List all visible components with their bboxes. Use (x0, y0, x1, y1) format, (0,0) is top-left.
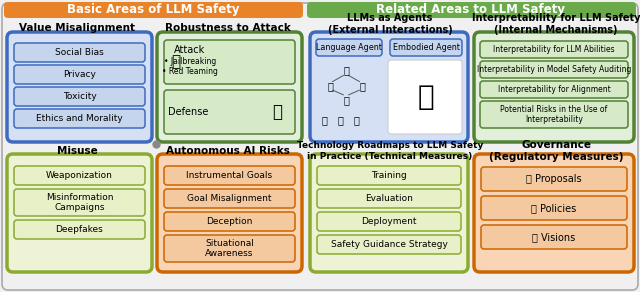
Text: Interpretability for LLM Abilities: Interpretability for LLM Abilities (493, 45, 615, 54)
Text: Toxicity: Toxicity (63, 92, 97, 101)
Text: • Red Teaming: • Red Teaming (162, 67, 218, 76)
FancyBboxPatch shape (480, 81, 628, 98)
FancyBboxPatch shape (317, 235, 461, 254)
Text: Language Agent: Language Agent (316, 43, 382, 52)
Text: Interpretability in Model Safety Auditing: Interpretability in Model Safety Auditin… (477, 65, 631, 74)
Text: Deception: Deception (206, 217, 253, 226)
Text: Ethics and Morality: Ethics and Morality (36, 114, 123, 123)
FancyBboxPatch shape (481, 225, 627, 249)
FancyBboxPatch shape (164, 90, 295, 134)
FancyBboxPatch shape (310, 32, 468, 142)
FancyBboxPatch shape (310, 154, 468, 272)
Text: Embodied Agent: Embodied Agent (392, 43, 460, 52)
Text: Misinformation
Campaigns: Misinformation Campaigns (45, 193, 113, 212)
Text: 🤖: 🤖 (343, 65, 349, 75)
Text: Deployment: Deployment (361, 217, 417, 226)
FancyBboxPatch shape (157, 154, 302, 272)
FancyBboxPatch shape (390, 39, 462, 56)
Text: Training: Training (371, 171, 407, 180)
Text: Interpretability for LLM Safety
(Internal Mechanisms): Interpretability for LLM Safety (Interna… (472, 13, 640, 35)
Text: 🤖: 🤖 (327, 81, 333, 91)
Text: Social Bias: Social Bias (55, 48, 104, 57)
Text: Value Misalignment: Value Misalignment (19, 23, 135, 33)
Text: Weaponization: Weaponization (46, 171, 113, 180)
Text: 📋 Proposals: 📋 Proposals (526, 174, 582, 184)
FancyBboxPatch shape (7, 32, 152, 142)
Text: Attack: Attack (174, 45, 205, 55)
Text: Autonomous AI Risks: Autonomous AI Risks (166, 146, 290, 156)
FancyBboxPatch shape (307, 2, 636, 18)
Text: 📄 Policies: 📄 Policies (531, 203, 577, 213)
FancyBboxPatch shape (317, 166, 461, 185)
Text: Basic Areas of LLM Safety: Basic Areas of LLM Safety (67, 4, 239, 17)
FancyBboxPatch shape (481, 196, 627, 220)
Text: 👤: 👤 (337, 115, 343, 125)
Text: Governance
(Regulatory Measures): Governance (Regulatory Measures) (489, 140, 623, 162)
FancyBboxPatch shape (14, 189, 145, 216)
FancyBboxPatch shape (14, 166, 145, 185)
Text: Evaluation: Evaluation (365, 194, 413, 203)
FancyBboxPatch shape (14, 43, 145, 62)
FancyBboxPatch shape (480, 101, 628, 128)
Text: Defense: Defense (168, 107, 208, 117)
FancyBboxPatch shape (481, 167, 627, 191)
FancyBboxPatch shape (474, 154, 634, 272)
Text: 🤖: 🤖 (172, 55, 180, 69)
FancyBboxPatch shape (317, 189, 461, 208)
Text: Privacy: Privacy (63, 70, 96, 79)
Text: 🛒: 🛒 (353, 115, 359, 125)
FancyBboxPatch shape (7, 154, 152, 272)
Text: Robustness to Attack: Robustness to Attack (165, 23, 291, 33)
Text: Deepfakes: Deepfakes (56, 225, 104, 234)
Text: Instrumental Goals: Instrumental Goals (186, 171, 273, 180)
Text: Situational
Awareness: Situational Awareness (205, 239, 254, 258)
FancyBboxPatch shape (474, 32, 634, 142)
FancyBboxPatch shape (157, 32, 302, 142)
FancyBboxPatch shape (317, 212, 461, 231)
Text: 🤖: 🤖 (418, 83, 435, 111)
FancyBboxPatch shape (316, 39, 382, 56)
Text: 🐦 Visions: 🐦 Visions (532, 232, 575, 242)
Text: Interpretability for Alignment: Interpretability for Alignment (498, 85, 611, 94)
Text: 🛡: 🛡 (272, 103, 282, 121)
FancyBboxPatch shape (388, 60, 462, 134)
Text: • Jailbreaking: • Jailbreaking (164, 58, 216, 67)
Text: Misuse: Misuse (56, 146, 97, 156)
Text: Goal Misalignment: Goal Misalignment (188, 194, 272, 203)
Text: Potential Risks in the Use of
Interpretability: Potential Risks in the Use of Interpreta… (500, 105, 607, 124)
Text: 🤖: 🤖 (343, 95, 349, 105)
FancyBboxPatch shape (164, 166, 295, 185)
FancyBboxPatch shape (480, 61, 628, 78)
FancyBboxPatch shape (480, 41, 628, 58)
Text: 📱: 📱 (321, 115, 327, 125)
FancyBboxPatch shape (14, 109, 145, 128)
Text: Related Areas to LLM Safety: Related Areas to LLM Safety (376, 4, 566, 17)
FancyBboxPatch shape (164, 235, 295, 262)
FancyBboxPatch shape (14, 220, 145, 239)
FancyBboxPatch shape (4, 2, 303, 18)
FancyBboxPatch shape (14, 87, 145, 106)
Text: 🤖: 🤖 (359, 81, 365, 91)
FancyBboxPatch shape (2, 3, 638, 290)
Text: LLMs as Agents
(External Interactions): LLMs as Agents (External Interactions) (328, 13, 452, 35)
FancyBboxPatch shape (14, 65, 145, 84)
Text: Safety Guidance Strategy: Safety Guidance Strategy (331, 240, 447, 249)
FancyBboxPatch shape (164, 189, 295, 208)
FancyBboxPatch shape (164, 40, 295, 84)
FancyBboxPatch shape (164, 212, 295, 231)
Text: Technology Roadmaps to LLM Safety
in Practice (Technical Measures): Technology Roadmaps to LLM Safety in Pra… (297, 141, 483, 161)
